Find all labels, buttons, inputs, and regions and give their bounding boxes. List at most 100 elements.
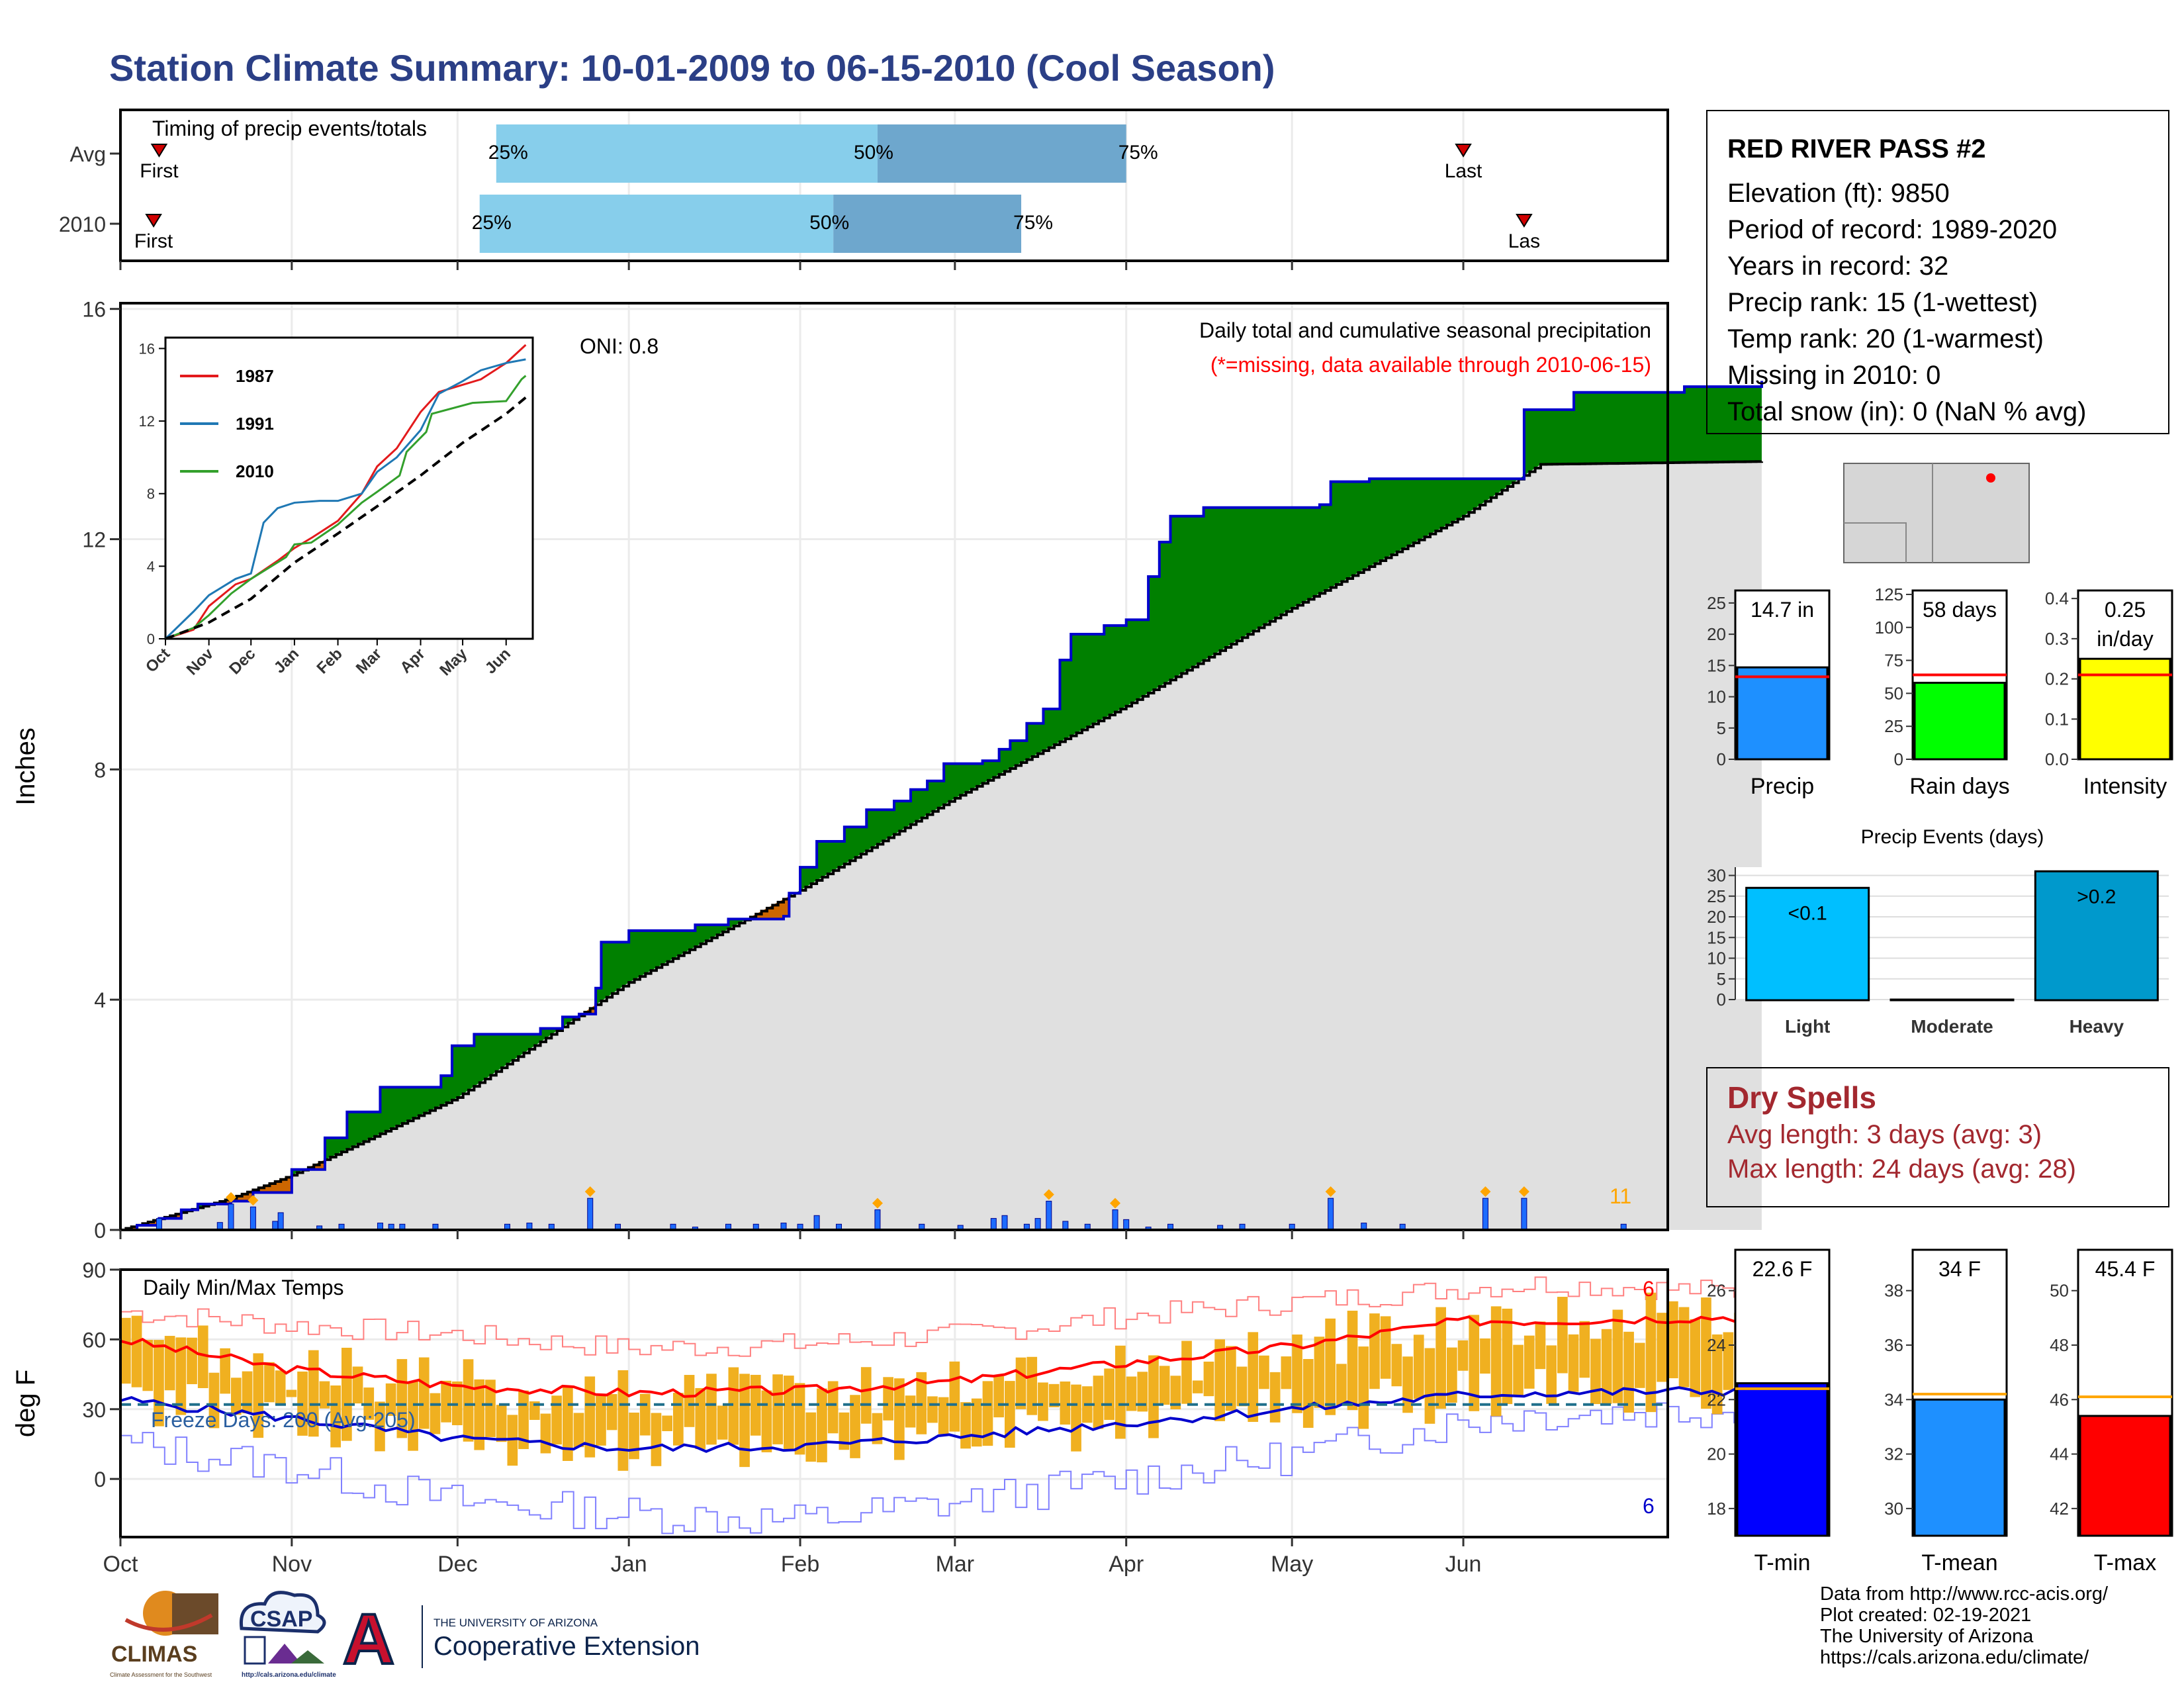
total-2-tick-label: 0.2 (2045, 669, 2069, 689)
daily-temp-bar (330, 1385, 341, 1448)
temp-x-tick-label: May (1271, 1552, 1313, 1577)
csap-wordmark: CSAP (250, 1607, 312, 1632)
daily-temp-bar (396, 1359, 408, 1438)
credit-line: Plot created: 02-19-2021 (1820, 1605, 2032, 1626)
daily-temp-bar (960, 1402, 971, 1449)
daily-precip-bar (1001, 1215, 1008, 1231)
daily-temp-bar (242, 1371, 253, 1414)
timing-first-label: First (134, 230, 173, 252)
daily-temp-bar (673, 1393, 684, 1446)
total-2-category-label: Intensity (2083, 774, 2167, 799)
avg-max-line (120, 1312, 1757, 1398)
daily-temp-bar (496, 1405, 507, 1442)
events-bar (1745, 886, 1870, 1002)
dry-spells-max: Max length: 24 days (avg: 28) (1727, 1154, 2076, 1184)
daily-temp-bar (739, 1374, 750, 1468)
precip-y-axis-label: Inches (11, 727, 40, 806)
temp-sum-2-tick-label: 50 (2050, 1281, 2069, 1301)
total-0-tick-label: 20 (1707, 624, 1726, 644)
temp-title: Daily Min/Max Temps (143, 1276, 343, 1299)
daily-temp-bar (639, 1393, 651, 1436)
total-2-tick-label: 0.3 (2045, 629, 2069, 649)
temp-sum-2-bar (2079, 1415, 2171, 1537)
freeze-days-label: Freeze Days: 200 (Avg:205) (151, 1408, 416, 1432)
daily-temp-bar (540, 1413, 551, 1454)
daily-temp-bar (839, 1412, 850, 1450)
events-tick-label: 10 (1707, 949, 1726, 968)
daily-temp-bar (794, 1383, 805, 1455)
heavy-day-marker (584, 1186, 596, 1197)
total-0-tick-label: 10 (1707, 687, 1726, 707)
daily-temp-bar (761, 1390, 772, 1452)
daily-temp-bar (164, 1336, 175, 1391)
total-1-tick-label: 0 (1894, 749, 1903, 769)
daily-temp-bar (485, 1380, 496, 1437)
daily-temp-bar (175, 1337, 187, 1415)
precip-y-tick-label: 0 (94, 1219, 106, 1243)
temp-sum-2-category-label: T-max (2094, 1550, 2156, 1575)
daily-precip-bar (156, 1218, 162, 1231)
timing-last-marker (1516, 214, 1533, 228)
temp-sum-2-tick-label: 48 (2050, 1335, 2069, 1355)
daily-precip-bar (1521, 1197, 1527, 1231)
daily-temp-bar (1281, 1356, 1292, 1389)
daily-temp-bar (927, 1396, 938, 1423)
timing-row-label: 2010 (59, 212, 106, 236)
total-1-tick-label: 100 (1875, 618, 1903, 637)
daily-temp-bar (1645, 1292, 1657, 1413)
daily-temp-bar (662, 1415, 672, 1431)
temp-sum-0-bar (1736, 1382, 1829, 1537)
station-name: RED RIVER PASS #2 (1727, 134, 1986, 164)
daily-temp-bar (308, 1350, 319, 1437)
inset-y-tick-label: 16 (139, 340, 155, 357)
daily-temp-bar (883, 1377, 893, 1421)
page-title: Station Climate Summary: 10-01-2009 to 0… (109, 47, 1275, 89)
total-1-value-label: 58 days (1923, 598, 1997, 622)
total-1-tick-label: 25 (1884, 716, 1903, 736)
heavy-day-marker (226, 1192, 236, 1203)
daily-temp-bar (1546, 1345, 1557, 1404)
credit-line: The University of Arizona (1820, 1626, 2034, 1647)
daily-temp-bar (197, 1325, 208, 1388)
daily-temp-bar (1678, 1307, 1690, 1387)
climas-wordmark: CLIMAS (111, 1642, 197, 1667)
ua-coop-ext: Cooperative Extension (433, 1632, 700, 1661)
temp-sum-1-category-label: T-mean (1921, 1550, 1997, 1575)
daily-temp-bar (1269, 1372, 1281, 1423)
station-period: Period of record: 1989-2020 (1727, 215, 2058, 244)
total-2-value-label: 0.25 (2105, 598, 2146, 622)
daily-temp-bar (1557, 1297, 1568, 1374)
daily-temp-bar (463, 1359, 474, 1442)
temp-x-tick-label: Dec (437, 1552, 477, 1577)
temp-y-tick-label: 0 (94, 1468, 106, 1491)
total-1-tick-label: 75 (1884, 651, 1903, 671)
observed-cumulative-line (120, 381, 1763, 1231)
daily-temp-bar (1203, 1361, 1214, 1397)
station-location-dot (1986, 473, 1995, 483)
daily-precip-bar (1123, 1219, 1130, 1231)
daily-temp-bar (982, 1381, 993, 1446)
locator-map (1843, 463, 2030, 563)
daily-temp-bar (1579, 1321, 1590, 1378)
daily-temp-bar (606, 1393, 617, 1430)
csap-logo: CSAP http://cals.arizona.edu/climate (239, 1591, 336, 1679)
inset-y-tick-label: 8 (147, 486, 155, 502)
dry-spells-avg: Avg length: 3 days (avg: 3) (1727, 1120, 2042, 1149)
daily-temp-bar (441, 1380, 451, 1423)
daily-temp-bar (805, 1412, 817, 1462)
oni-label: ONI: 0.8 (580, 334, 659, 358)
precip-title: Daily total and cumulative seasonal prec… (1199, 318, 1651, 342)
temp-sum-0-tick-label: 26 (1707, 1281, 1726, 1301)
daily-temp-bar (1457, 1340, 1469, 1371)
daily-temp-bar (430, 1393, 441, 1434)
timing-first-label: First (140, 160, 179, 182)
temp-y-tick-label: 90 (82, 1258, 106, 1282)
daily-temp-bar (1148, 1355, 1159, 1438)
temp-x-tick-label: Mar (936, 1552, 975, 1577)
daily-precip-bar (1034, 1218, 1041, 1231)
heavy-day-marker (1043, 1189, 1054, 1200)
daily-temp-bar (375, 1401, 385, 1452)
timing-p25-label: 25% (488, 142, 528, 164)
timing-p75-label: 75% (1118, 142, 1158, 164)
daily-temp-bar (385, 1383, 396, 1416)
